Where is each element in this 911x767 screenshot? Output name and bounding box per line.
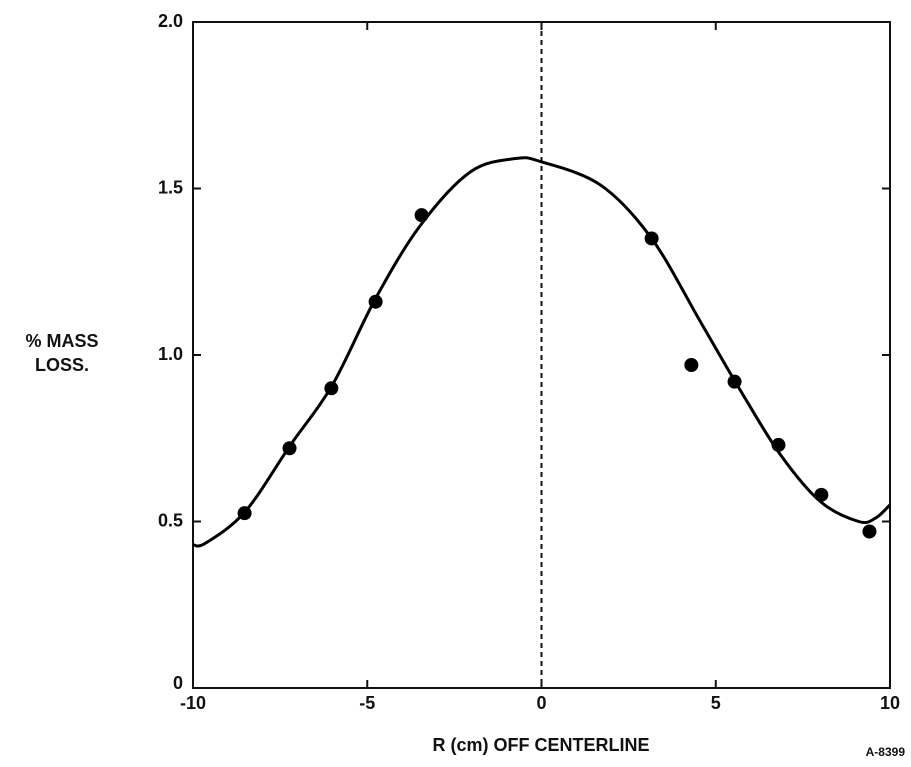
x-tick-label: 10	[880, 693, 900, 713]
annotation: A-8399	[866, 745, 906, 759]
x-tick-label: -5	[359, 693, 375, 713]
x-tick-label: -10	[180, 693, 206, 713]
y-axis-label: LOSS.	[35, 355, 89, 375]
y-tick-label: 2.0	[158, 11, 183, 31]
fit-curve	[192, 156, 892, 548]
data-point	[684, 357, 699, 372]
x-tick-label: 5	[711, 693, 721, 713]
y-tick-label: 1.0	[158, 344, 183, 364]
y-tick-label: 1.5	[158, 177, 183, 197]
y-axis-label: % MASS	[25, 331, 98, 351]
y-tick-label: 0	[173, 673, 183, 693]
y-tick-label: 0.5	[158, 510, 183, 530]
x-tick-label: 0	[536, 693, 546, 713]
x-axis-label: R (cm) OFF CENTERLINE	[432, 735, 649, 755]
data-point	[862, 524, 877, 539]
